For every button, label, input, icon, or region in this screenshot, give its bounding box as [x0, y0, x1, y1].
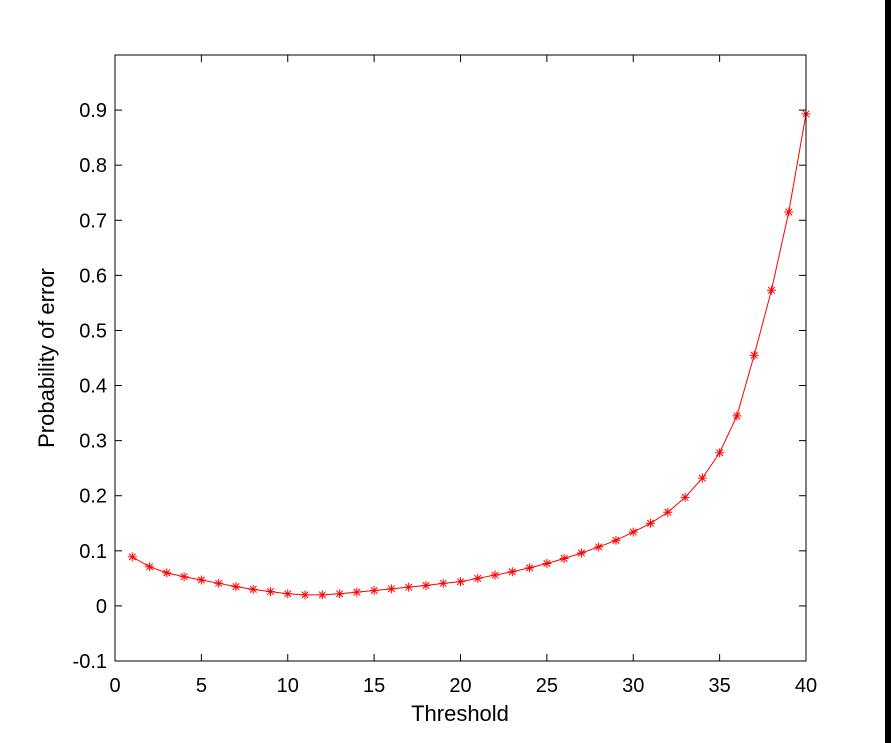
y-tick-label: -0.1 — [73, 651, 107, 673]
data-point-marker — [369, 585, 379, 595]
y-tick-label: 0.2 — [79, 486, 107, 508]
data-point-marker — [421, 581, 431, 591]
data-point-marker — [490, 570, 500, 580]
data-point-marker — [231, 582, 241, 592]
x-tick-label: 35 — [709, 675, 731, 697]
data-point-marker — [196, 575, 206, 585]
data-point-marker — [680, 492, 690, 502]
data-point-marker — [594, 542, 604, 552]
data-point-marker — [559, 554, 569, 564]
data-point-marker — [127, 552, 137, 562]
data-point-marker — [248, 584, 258, 594]
data-point-marker — [317, 590, 327, 600]
y-tick-label: 0.8 — [79, 155, 107, 177]
plot-frame — [114, 54, 807, 662]
y-tick-label: 0.6 — [79, 265, 107, 287]
series-line — [132, 113, 807, 596]
x-tick-label: 0 — [109, 675, 120, 697]
data-point-marker — [697, 473, 707, 483]
y-axis-title: Probability of error — [34, 268, 59, 448]
y-tick-label: 0.9 — [79, 100, 107, 122]
y-tick-label: 0.7 — [79, 210, 107, 232]
data-point-marker — [438, 578, 448, 588]
data-point-marker — [646, 518, 656, 528]
x-tick-labels: 0 5 10 15 20 25 30 35 40 — [109, 675, 817, 697]
data-point-marker — [611, 535, 621, 545]
y-tick-label: 0.3 — [79, 431, 107, 453]
data-point-marker — [473, 573, 483, 583]
plot-area-background — [115, 55, 806, 661]
x-tick-label: 30 — [622, 675, 644, 697]
data-point-marker — [766, 285, 776, 295]
x-axis-title: Threshold — [411, 701, 509, 726]
data-point-marker — [214, 578, 224, 588]
data-point-marker — [663, 507, 673, 517]
x-tick-label: 20 — [449, 675, 471, 697]
data-point-marker — [732, 411, 742, 421]
data-point-marker — [300, 590, 310, 600]
x-tick-label: 15 — [363, 675, 385, 697]
data-point-marker — [507, 567, 517, 577]
data-point-marker — [162, 568, 172, 578]
y-tick-label: 0 — [96, 596, 107, 618]
x-tick-label: 25 — [536, 675, 558, 697]
data-point-marker — [335, 589, 345, 599]
data-point-marker — [145, 562, 155, 572]
data-point-marker — [576, 548, 586, 558]
data-point-marker — [352, 587, 362, 597]
y-tick-label: 0.5 — [79, 320, 107, 342]
data-point-marker — [784, 207, 794, 217]
data-point-marker — [404, 582, 414, 592]
data-point-marker — [265, 587, 275, 597]
data-point-marker — [456, 577, 465, 587]
data-point-marker — [283, 589, 293, 599]
data-point-marker — [715, 448, 725, 458]
data-point-marker — [179, 572, 189, 582]
y-tick-label: 0.4 — [79, 376, 107, 398]
data-point-marker — [525, 563, 535, 573]
data-point-marker — [542, 558, 552, 568]
data-point-marker — [628, 527, 638, 537]
y-tick-labels: -0.1 0 0.1 0.2 0.3 0.4 0.5 0.6 0.7 0.8 0.9 — [73, 100, 107, 673]
x-tick-label: 10 — [277, 675, 299, 697]
y-tick-label: 0.1 — [79, 541, 107, 563]
x-tick-label: 40 — [795, 675, 817, 697]
tick-marks — [114, 55, 807, 662]
window-edge — [885, 0, 891, 743]
data-point-marker — [749, 350, 759, 360]
x-tick-label: 5 — [196, 675, 207, 697]
data-point-marker — [386, 584, 396, 594]
